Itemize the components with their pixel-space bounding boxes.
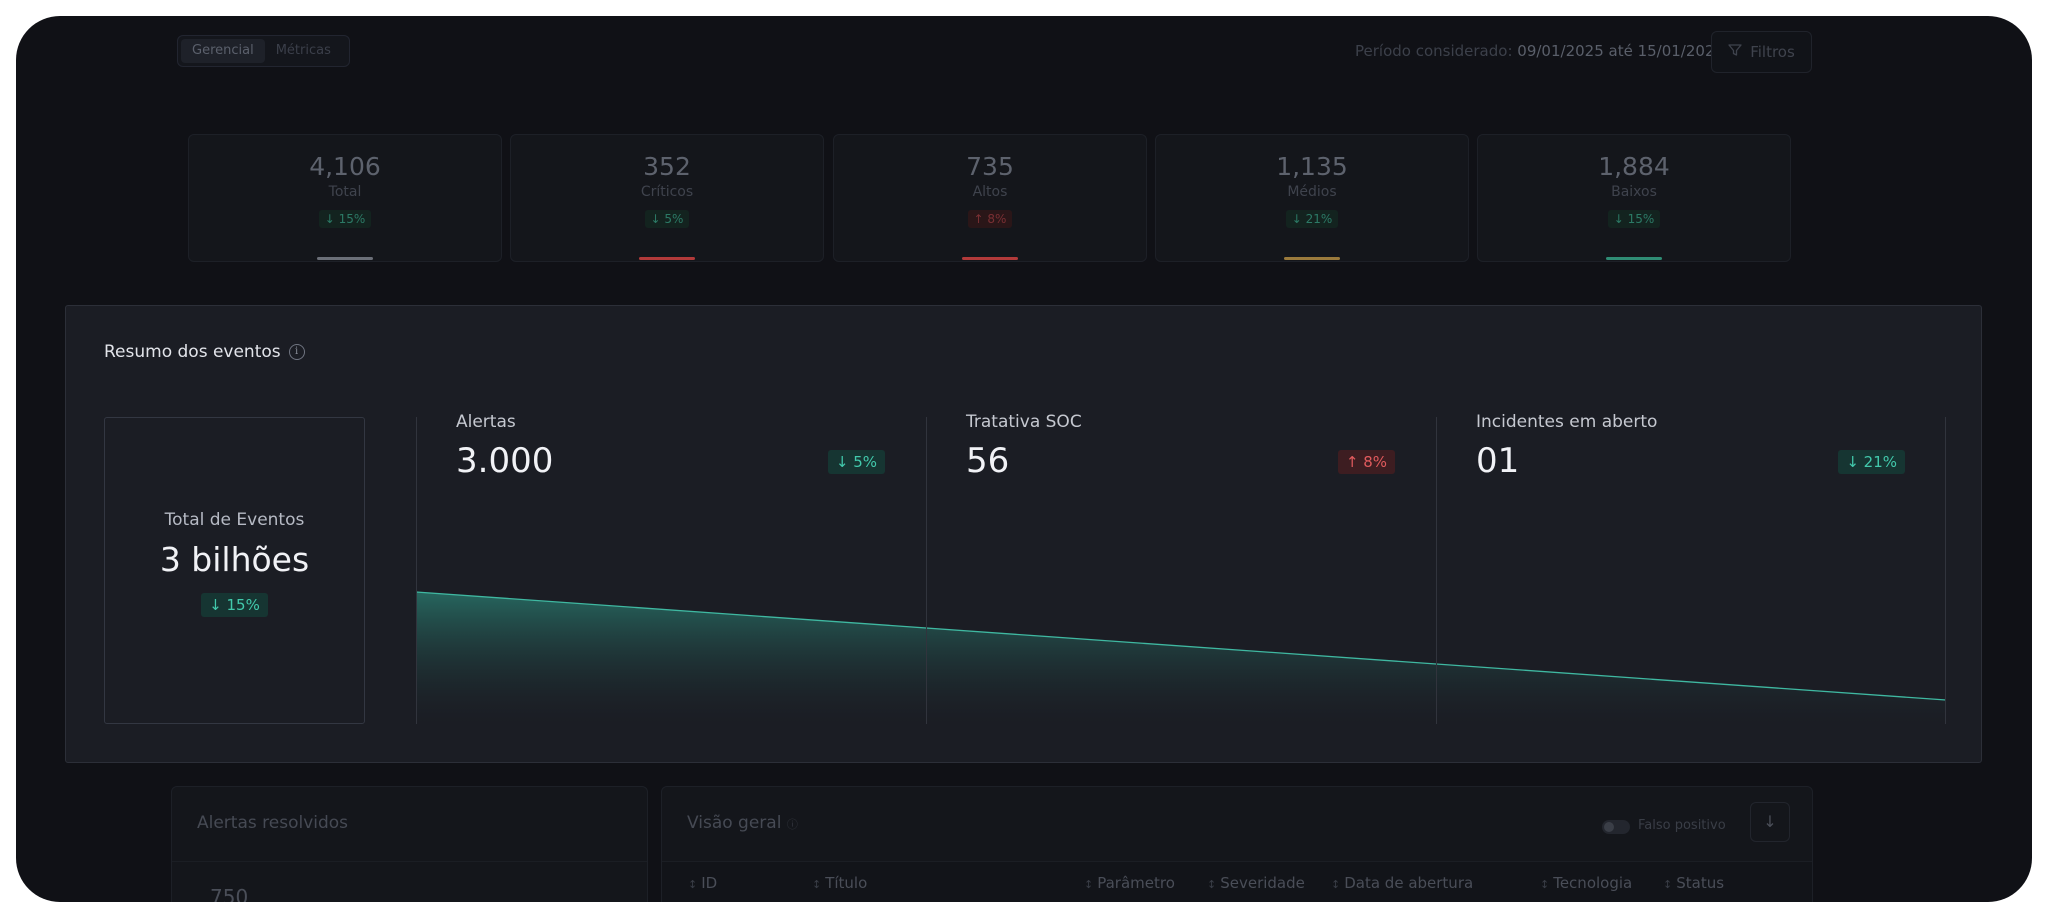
column-status[interactable]: Status bbox=[1663, 874, 1724, 892]
events-summary-card: Resumo dos eventos i Total de Eventos 3 … bbox=[65, 305, 1982, 763]
trend-area-chart bbox=[416, 591, 1946, 724]
column-tecnologia[interactable]: Tecnologia bbox=[1540, 874, 1632, 892]
severity-value: 1,135 bbox=[1276, 152, 1348, 181]
info-icon: ⓘ bbox=[786, 818, 798, 831]
metric-change-badge: ↓ 5% bbox=[827, 450, 885, 474]
severity-value: 735 bbox=[966, 152, 1014, 181]
background-dashboard: Gerencial Métricas Período considerado: … bbox=[16, 16, 2032, 902]
metric-value: 56 bbox=[966, 441, 1010, 481]
false-positive-toggle[interactable] bbox=[1602, 820, 1630, 834]
severity-value: 1,884 bbox=[1598, 152, 1670, 181]
metric-label: Alertas bbox=[456, 412, 516, 432]
total-events-change-badge: ↓ 15% bbox=[201, 593, 268, 617]
period-dates: 09/01/2025 até 15/01/2025 bbox=[1517, 42, 1725, 60]
metric-change-badge: ↓ 21% bbox=[1838, 450, 1905, 474]
column-titulo[interactable]: Título bbox=[812, 874, 867, 892]
filters-label: Filtros bbox=[1750, 43, 1795, 61]
severity-card-baixos[interactable]: 1,884 Baixos ↓ 15% bbox=[1477, 134, 1791, 262]
summary-title: Resumo dos eventos i bbox=[104, 342, 305, 362]
severity-accent-bar bbox=[317, 257, 373, 260]
resolved-alerts-value: 750 bbox=[210, 885, 249, 902]
metric-change-badge: ↑ 8% bbox=[1337, 450, 1395, 474]
metric-label: Tratativa SOC bbox=[966, 412, 1082, 432]
divider bbox=[1436, 417, 1437, 724]
divider bbox=[172, 861, 647, 862]
severity-label: Críticos bbox=[640, 184, 694, 200]
severity-accent-bar bbox=[1284, 257, 1340, 260]
info-icon[interactable]: i bbox=[288, 344, 305, 360]
severity-change: ↓ 15% bbox=[318, 210, 372, 228]
severity-value: 352 bbox=[643, 152, 691, 181]
severity-accent-bar bbox=[962, 257, 1018, 260]
severity-card-medios[interactable]: 1,135 Médios ↓ 21% bbox=[1155, 134, 1469, 262]
period-range: Período considerado: 09/01/2025 até 15/0… bbox=[1355, 42, 1724, 60]
trend-line bbox=[416, 591, 1946, 701]
download-button[interactable]: ↓ bbox=[1750, 802, 1790, 842]
overview-title-text: Visão geral bbox=[687, 813, 782, 833]
resolved-alerts-title: Alertas resolvidos bbox=[197, 813, 349, 833]
severity-label: Baixos bbox=[1611, 184, 1657, 200]
severity-accent-bar bbox=[639, 257, 695, 260]
severity-value: 4,106 bbox=[309, 152, 381, 181]
trend-area-fill bbox=[416, 592, 1946, 724]
severity-card-criticos[interactable]: 352 Críticos ↓ 5% bbox=[510, 134, 824, 262]
arrow-down-icon: ↓ bbox=[1763, 812, 1777, 831]
severity-change: ↑ 8% bbox=[967, 210, 1013, 228]
summary-title-text: Resumo dos eventos bbox=[104, 342, 281, 362]
total-events-value: 3 bilhões bbox=[159, 540, 310, 579]
filters-button[interactable]: Filtros bbox=[1711, 31, 1812, 73]
metric-value: 3.000 bbox=[456, 441, 554, 481]
period-label: Período considerado: bbox=[1355, 42, 1513, 60]
severity-label: Total bbox=[328, 184, 362, 200]
severity-card-altos[interactable]: 735 Altos ↑ 8% bbox=[833, 134, 1147, 262]
metrics-area: Alertas 3.000 ↓ 5% Tratativa SOC 56 ↑ 8%… bbox=[416, 412, 1946, 724]
metric-label: Incidentes em aberto bbox=[1476, 412, 1658, 432]
severity-accent-bar bbox=[1606, 257, 1662, 260]
metric-value: 01 bbox=[1476, 441, 1520, 481]
overview-title: Visão geral ⓘ bbox=[687, 813, 798, 833]
severity-change: ↓ 15% bbox=[1607, 210, 1661, 228]
resolved-alerts-panel: Alertas resolvidos 750 bbox=[171, 786, 648, 902]
divider bbox=[926, 417, 927, 724]
severity-change: ↓ 5% bbox=[644, 210, 690, 228]
false-positive-label: Falso positivo bbox=[1638, 818, 1726, 833]
column-data-abertura[interactable]: Data de abertura bbox=[1331, 874, 1473, 892]
view-tabs: Gerencial Métricas bbox=[177, 35, 350, 67]
app-window: Gerencial Métricas Período considerado: … bbox=[16, 16, 2032, 902]
divider bbox=[1945, 417, 1946, 724]
tab-metricas[interactable]: Métricas bbox=[275, 43, 331, 58]
divider bbox=[416, 417, 417, 724]
column-parametro[interactable]: Parâmetro bbox=[1084, 874, 1175, 892]
column-id[interactable]: ID bbox=[688, 874, 717, 892]
overview-panel: Visão geral ⓘ Falso positivo ↓ ID Título… bbox=[661, 786, 1813, 902]
severity-label: Altos bbox=[972, 184, 1008, 200]
severity-card-total[interactable]: 4,106 Total ↓ 15% bbox=[188, 134, 502, 262]
total-events-box: Total de Eventos 3 bilhões ↓ 15% bbox=[104, 417, 365, 724]
severity-label: Médios bbox=[1287, 184, 1337, 200]
column-severidade[interactable]: Severidade bbox=[1207, 874, 1305, 892]
filter-icon bbox=[1728, 43, 1742, 61]
tab-gerencial[interactable]: Gerencial bbox=[181, 39, 265, 63]
severity-change: ↓ 21% bbox=[1285, 210, 1339, 228]
table-header: ID Título Parâmetro Severidade Data de a… bbox=[662, 861, 1812, 902]
total-events-label: Total de Eventos bbox=[164, 510, 305, 530]
